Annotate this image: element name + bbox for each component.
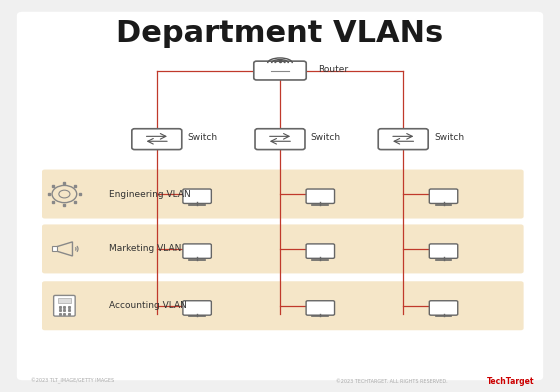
FancyBboxPatch shape	[58, 298, 71, 303]
FancyBboxPatch shape	[306, 244, 334, 258]
Text: Switch: Switch	[188, 133, 218, 142]
FancyBboxPatch shape	[183, 244, 211, 258]
FancyBboxPatch shape	[430, 301, 458, 315]
FancyBboxPatch shape	[42, 224, 524, 274]
FancyBboxPatch shape	[54, 296, 75, 316]
FancyBboxPatch shape	[183, 301, 211, 315]
FancyBboxPatch shape	[306, 189, 334, 203]
FancyBboxPatch shape	[255, 129, 305, 150]
Text: ©2023 TECHTARGET. ALL RIGHTS RESERVED.: ©2023 TECHTARGET. ALL RIGHTS RESERVED.	[336, 379, 447, 383]
FancyBboxPatch shape	[42, 281, 524, 330]
FancyBboxPatch shape	[132, 129, 182, 150]
Text: Switch: Switch	[311, 133, 341, 142]
FancyBboxPatch shape	[52, 247, 57, 251]
Text: ©2023 TLT_IMAGE/GETTY IMAGES: ©2023 TLT_IMAGE/GETTY IMAGES	[31, 378, 114, 384]
FancyBboxPatch shape	[378, 129, 428, 150]
Text: TechTarget: TechTarget	[487, 377, 535, 385]
FancyBboxPatch shape	[17, 12, 543, 380]
FancyBboxPatch shape	[42, 169, 524, 219]
Text: Department VLANs: Department VLANs	[116, 19, 444, 48]
Text: Switch: Switch	[434, 133, 464, 142]
FancyBboxPatch shape	[430, 244, 458, 258]
FancyBboxPatch shape	[306, 301, 334, 315]
FancyBboxPatch shape	[430, 189, 458, 203]
Text: Accounting VLAN: Accounting VLAN	[109, 301, 187, 310]
Text: Engineering VLAN: Engineering VLAN	[109, 190, 191, 198]
FancyBboxPatch shape	[254, 61, 306, 80]
Text: Router: Router	[318, 65, 348, 74]
FancyBboxPatch shape	[183, 189, 211, 203]
Text: Marketing VLAN: Marketing VLAN	[109, 245, 181, 253]
